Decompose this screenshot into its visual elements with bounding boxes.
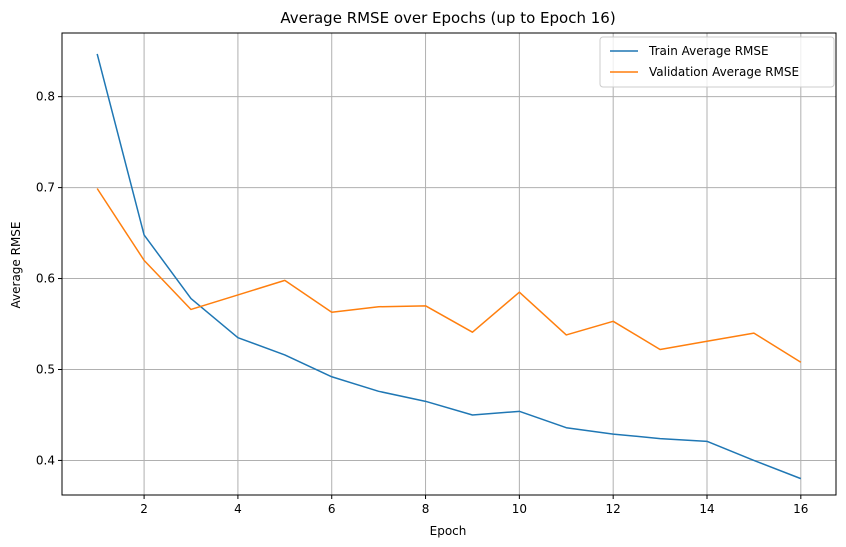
- x-tick-label: 12: [606, 502, 621, 516]
- x-tick-label: 8: [422, 502, 430, 516]
- legend-label-validation: Validation Average RMSE: [649, 65, 799, 79]
- y-axis-label: Average RMSE: [9, 222, 23, 309]
- chart-title: Average RMSE over Epochs (up to Epoch 16…: [280, 9, 615, 27]
- y-tick-label: 0.4: [36, 453, 55, 467]
- x-tick-label: 4: [234, 502, 242, 516]
- train-series-line: [96, 53, 802, 480]
- y-tick-label: 0.6: [36, 272, 55, 286]
- data-series: [96, 53, 802, 480]
- legend-box: [599, 36, 835, 88]
- grid-lines: [62, 33, 836, 495]
- legend: Train Average RMSE Validation Average RM…: [599, 36, 835, 88]
- x-axis-label: Epoch: [430, 524, 467, 538]
- y-tick-label: 0.8: [36, 90, 55, 104]
- legend-label-train: Train Average RMSE: [648, 44, 769, 58]
- x-tick-label: 10: [512, 502, 527, 516]
- x-tick-label: 6: [328, 502, 336, 516]
- x-tick-label: 16: [793, 502, 808, 516]
- plot-frame: [61, 32, 837, 496]
- x-tick-label: 2: [140, 502, 148, 516]
- axis-ticks: 2 4 6 8 10 12 14 16 0.4 0.5 0.6 0.7 0.8: [36, 90, 809, 516]
- x-tick-label: 14: [699, 502, 714, 516]
- validation-series-line: [96, 188, 802, 363]
- y-tick-label: 0.5: [36, 362, 55, 376]
- y-tick-label: 0.7: [36, 181, 55, 195]
